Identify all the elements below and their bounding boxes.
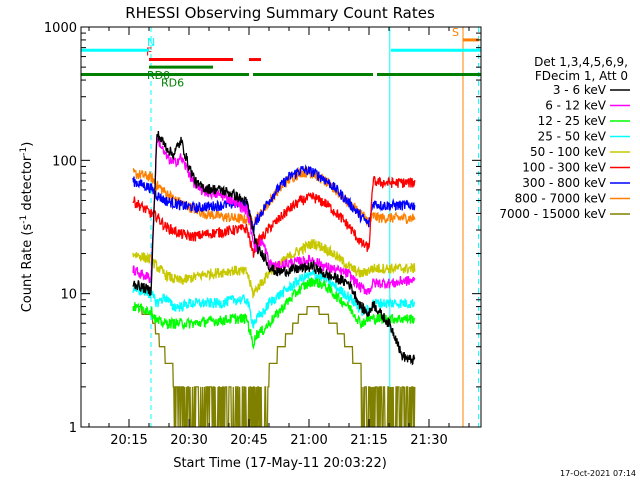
- y-axis-label-sup1: -1: [19, 215, 29, 224]
- y-axis-label-mid: detector: [20, 155, 35, 215]
- legend: Det 1,3,4,5,6,9, FDecim 1, Att 0 3 - 6 k…: [499, 55, 630, 221]
- y-axis-label-end: ): [20, 142, 35, 147]
- legend-label: 50 - 100 keV: [530, 145, 607, 159]
- legend-label: 300 - 800 keV: [522, 176, 606, 190]
- y-tick-label: 1: [69, 421, 77, 436]
- x-tick-label: 21:15: [350, 433, 387, 448]
- data-series: [132, 130, 416, 427]
- x-tick-label: 20:30: [170, 433, 207, 448]
- x-axis: 20:15 20:30 20:45 21:00 21:15 21:30: [88, 27, 470, 448]
- y-axis-label: Count Rate (s-1 detector-1): [19, 142, 35, 313]
- series-line-8: [133, 305, 416, 427]
- legend-label: 7000 - 15000 keV: [499, 207, 606, 221]
- chart-title: RHESSI Observing Summary Count Rates: [125, 4, 435, 22]
- series-line-5: [132, 175, 416, 258]
- y-tick-label: 100: [52, 154, 77, 169]
- x-tick-label: 20:45: [230, 433, 267, 448]
- legend-label: 100 - 300 keV: [522, 161, 606, 175]
- series-line-3: [132, 270, 416, 329]
- legend-label: 3 - 6 keV: [553, 83, 607, 97]
- plot-frame: [80, 26, 482, 428]
- footer-date: 17-Oct-2021 07:14: [560, 469, 636, 478]
- state-label-s: S: [452, 26, 459, 39]
- series-line-0: [132, 130, 416, 366]
- vertical-markers: [150, 27, 480, 427]
- y-tick-label: 10: [60, 288, 77, 303]
- y-axis-label-main: Count Rate (s: [20, 224, 35, 313]
- x-tick-label: 21:00: [290, 433, 327, 448]
- y-tick-label: 1000: [44, 21, 77, 36]
- legend-header-line1: Det 1,3,4,5,6,9,: [534, 55, 628, 69]
- state-label-f: F: [146, 46, 152, 59]
- legend-label: 800 - 7000 keV: [515, 192, 607, 206]
- state-label-n: N: [147, 36, 155, 49]
- x-tick-label: 20:15: [110, 433, 147, 448]
- x-axis-label: Start Time (17-May-11 20:03:22): [173, 456, 387, 471]
- legend-label: 6 - 12 keV: [545, 99, 607, 113]
- legend-label: 25 - 50 keV: [538, 130, 607, 144]
- legend-header-line2: FDecim 1, Att 0: [535, 69, 628, 83]
- plot-area: FRD0RD6NS: [81, 26, 481, 427]
- series-line-2: [132, 277, 416, 350]
- legend-label: 12 - 25 keV: [538, 114, 607, 128]
- series-line-6: [132, 163, 416, 234]
- x-tick-label: 21:30: [410, 433, 447, 448]
- y-axis-label-sup2: -1: [19, 147, 29, 156]
- state-label-rd6: RD6: [161, 77, 184, 90]
- attenuator-state-bars: FRD0RD6NS: [81, 26, 481, 90]
- y-axis: 1 10 100 1000: [44, 21, 481, 436]
